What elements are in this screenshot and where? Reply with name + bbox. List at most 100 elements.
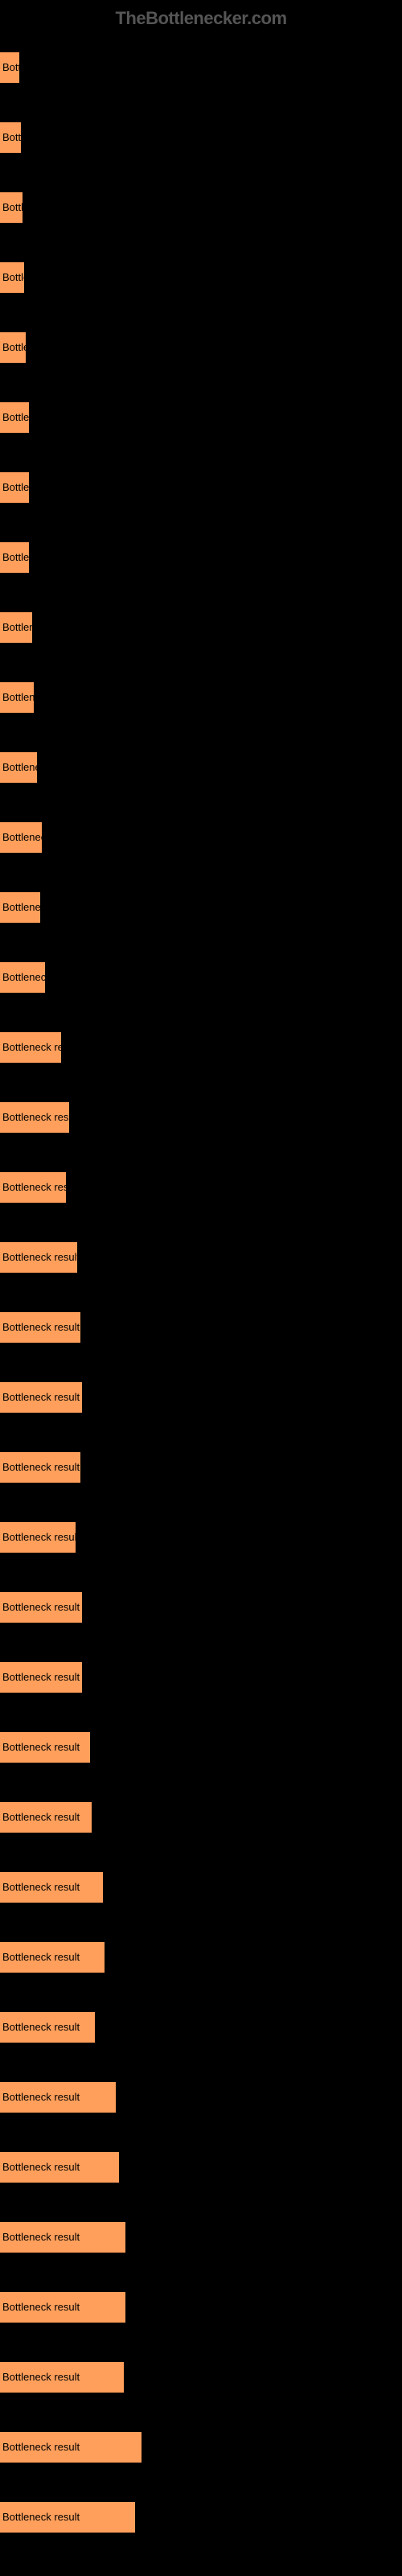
bar-row: Bottleneck result xyxy=(0,1642,402,1712)
bottleneck-bar: Bottleneck result xyxy=(0,1312,80,1343)
bar-label: Bottleneck result xyxy=(2,1741,80,1753)
bar-label: Bottleneck result xyxy=(2,1881,80,1893)
bar-label: Bottleneck result xyxy=(2,691,34,703)
bar-row: Bottleneck result xyxy=(0,32,402,102)
bar-row: Bottleneck result xyxy=(0,1432,402,1502)
bottleneck-bar: Bottleneck result xyxy=(0,962,45,993)
bar-label: Bottleneck result xyxy=(2,1601,80,1613)
bottleneck-bar: Bottleneck result xyxy=(0,192,23,223)
bottleneck-bar: Bottleneck result xyxy=(0,1382,82,1413)
bar-label: Bottleneck result xyxy=(2,2371,80,2383)
bottleneck-bar: Bottleneck result xyxy=(0,1032,61,1063)
bottleneck-bar: Bottleneck result xyxy=(0,402,29,433)
bar-label: Bottleneck result xyxy=(2,621,32,633)
bottleneck-bar: Bottleneck result xyxy=(0,262,24,293)
bottleneck-bar: Bottleneck result xyxy=(0,1172,66,1203)
bar-label: Bottleneck result xyxy=(2,411,29,423)
bar-label: Bottleneck result xyxy=(2,131,21,143)
bar-label: Bottleneck result xyxy=(2,2511,80,2523)
bar-row: Bottleneck result xyxy=(0,1992,402,2062)
bar-row: Bottleneck result xyxy=(0,1712,402,1782)
bar-label: Bottleneck result xyxy=(2,1531,76,1543)
bar-row: Bottleneck result xyxy=(0,522,402,592)
bar-row: Bottleneck result xyxy=(0,382,402,452)
bar-label: Bottleneck result xyxy=(2,1951,80,1963)
bar-label: Bottleneck result xyxy=(2,481,29,493)
bottleneck-bar: Bottleneck result xyxy=(0,472,29,503)
bottleneck-bar: Bottleneck result xyxy=(0,542,29,573)
bar-row: Bottleneck result xyxy=(0,662,402,732)
bar-row: Bottleneck result xyxy=(0,1502,402,1572)
bar-label: Bottleneck result xyxy=(2,1391,80,1403)
bar-row: Bottleneck result xyxy=(0,1922,402,1992)
bottleneck-bar: Bottleneck result xyxy=(0,1522,76,1553)
bar-label: Bottleneck result xyxy=(2,201,23,213)
bar-row: Bottleneck result xyxy=(0,2272,402,2342)
bottleneck-bar: Bottleneck result xyxy=(0,612,32,643)
bar-label: Bottleneck result xyxy=(2,1461,80,1473)
bar-row: Bottleneck result xyxy=(0,452,402,522)
watermark-text: TheBottlenecker.com xyxy=(115,8,286,29)
bottleneck-bar: Bottleneck result xyxy=(0,682,34,713)
bar-label: Bottleneck result xyxy=(2,1811,80,1823)
bottleneck-bar: Bottleneck result xyxy=(0,2362,124,2393)
bottleneck-bar: Bottleneck result xyxy=(0,52,19,83)
bar-label: Bottleneck result xyxy=(2,2091,80,2103)
bottleneck-bar: Bottleneck result xyxy=(0,1662,82,1693)
bar-label: Bottleneck result xyxy=(2,761,37,773)
bar-label: Bottleneck result xyxy=(2,971,45,983)
bottleneck-bar: Bottleneck result xyxy=(0,752,37,783)
bar-label: Bottleneck result xyxy=(2,271,24,283)
bar-label: Bottleneck result xyxy=(2,1321,80,1333)
bar-label: Bottleneck result xyxy=(2,2021,80,2033)
bar-row: Bottleneck result xyxy=(0,102,402,172)
bar-label: Bottleneck result xyxy=(2,831,42,843)
bottleneck-bar: Bottleneck result xyxy=(0,1242,77,1273)
bottleneck-bar: Bottleneck result xyxy=(0,822,42,853)
bar-row: Bottleneck result xyxy=(0,2412,402,2482)
bar-label: Bottleneck result xyxy=(2,2161,80,2173)
bottleneck-bar: Bottleneck result xyxy=(0,122,21,153)
bar-row: Bottleneck result xyxy=(0,2062,402,2132)
bar-row: Bottleneck result xyxy=(0,1222,402,1292)
bar-label: Bottleneck result xyxy=(2,1251,77,1263)
bar-row: Bottleneck result xyxy=(0,2342,402,2412)
bar-label: Bottleneck result xyxy=(2,2301,80,2313)
bar-row: Bottleneck result xyxy=(0,1082,402,1152)
bar-row: Bottleneck result xyxy=(0,2132,402,2202)
bar-row: Bottleneck result xyxy=(0,2202,402,2272)
bottleneck-bar: Bottleneck result xyxy=(0,2432,142,2463)
bottleneck-bar: Bottleneck result xyxy=(0,1802,92,1833)
bottleneck-bar: Bottleneck result xyxy=(0,1452,80,1483)
bar-row: Bottleneck result xyxy=(0,1292,402,1362)
bottleneck-bar: Bottleneck result xyxy=(0,332,26,363)
bar-label: Bottleneck result xyxy=(2,901,40,913)
bottleneck-bar: Bottleneck result xyxy=(0,1592,82,1623)
bottleneck-bar: Bottleneck result xyxy=(0,1102,69,1133)
bottleneck-bar: Bottleneck result xyxy=(0,1732,90,1763)
bar-row: Bottleneck result xyxy=(0,732,402,802)
bottleneck-bar: Bottleneck result xyxy=(0,2222,125,2253)
bar-label: Bottleneck result xyxy=(2,1181,66,1193)
bottleneck-bar: Bottleneck result xyxy=(0,1942,105,1973)
bar-label: Bottleneck result xyxy=(2,2231,80,2243)
bottleneck-bar: Bottleneck result xyxy=(0,892,40,923)
bar-row: Bottleneck result xyxy=(0,802,402,872)
bottleneck-bar: Bottleneck result xyxy=(0,2502,135,2533)
bar-label: Bottleneck result xyxy=(2,341,26,353)
bottleneck-bar: Bottleneck result xyxy=(0,2012,95,2043)
bar-row: Bottleneck result xyxy=(0,592,402,662)
bar-row: Bottleneck result xyxy=(0,2482,402,2552)
bar-label: Bottleneck result xyxy=(2,551,29,563)
bar-label: Bottleneck result xyxy=(2,2441,80,2453)
bar-row: Bottleneck result xyxy=(0,1782,402,1852)
bottleneck-bar-chart: Bottleneck result Bottleneck result Bottle… xyxy=(0,0,402,2576)
bar-label: Bottleneck result xyxy=(2,61,19,73)
bar-row: Bottleneck result xyxy=(0,312,402,382)
bar-row: Bottleneck result xyxy=(0,242,402,312)
bar-row: Bottleneck result xyxy=(0,872,402,942)
bar-row: Bottleneck result xyxy=(0,1852,402,1922)
bar-row: Bottleneck result xyxy=(0,1012,402,1082)
bottleneck-bar: Bottleneck result xyxy=(0,1872,103,1903)
bar-label: Bottleneck result xyxy=(2,1041,61,1053)
